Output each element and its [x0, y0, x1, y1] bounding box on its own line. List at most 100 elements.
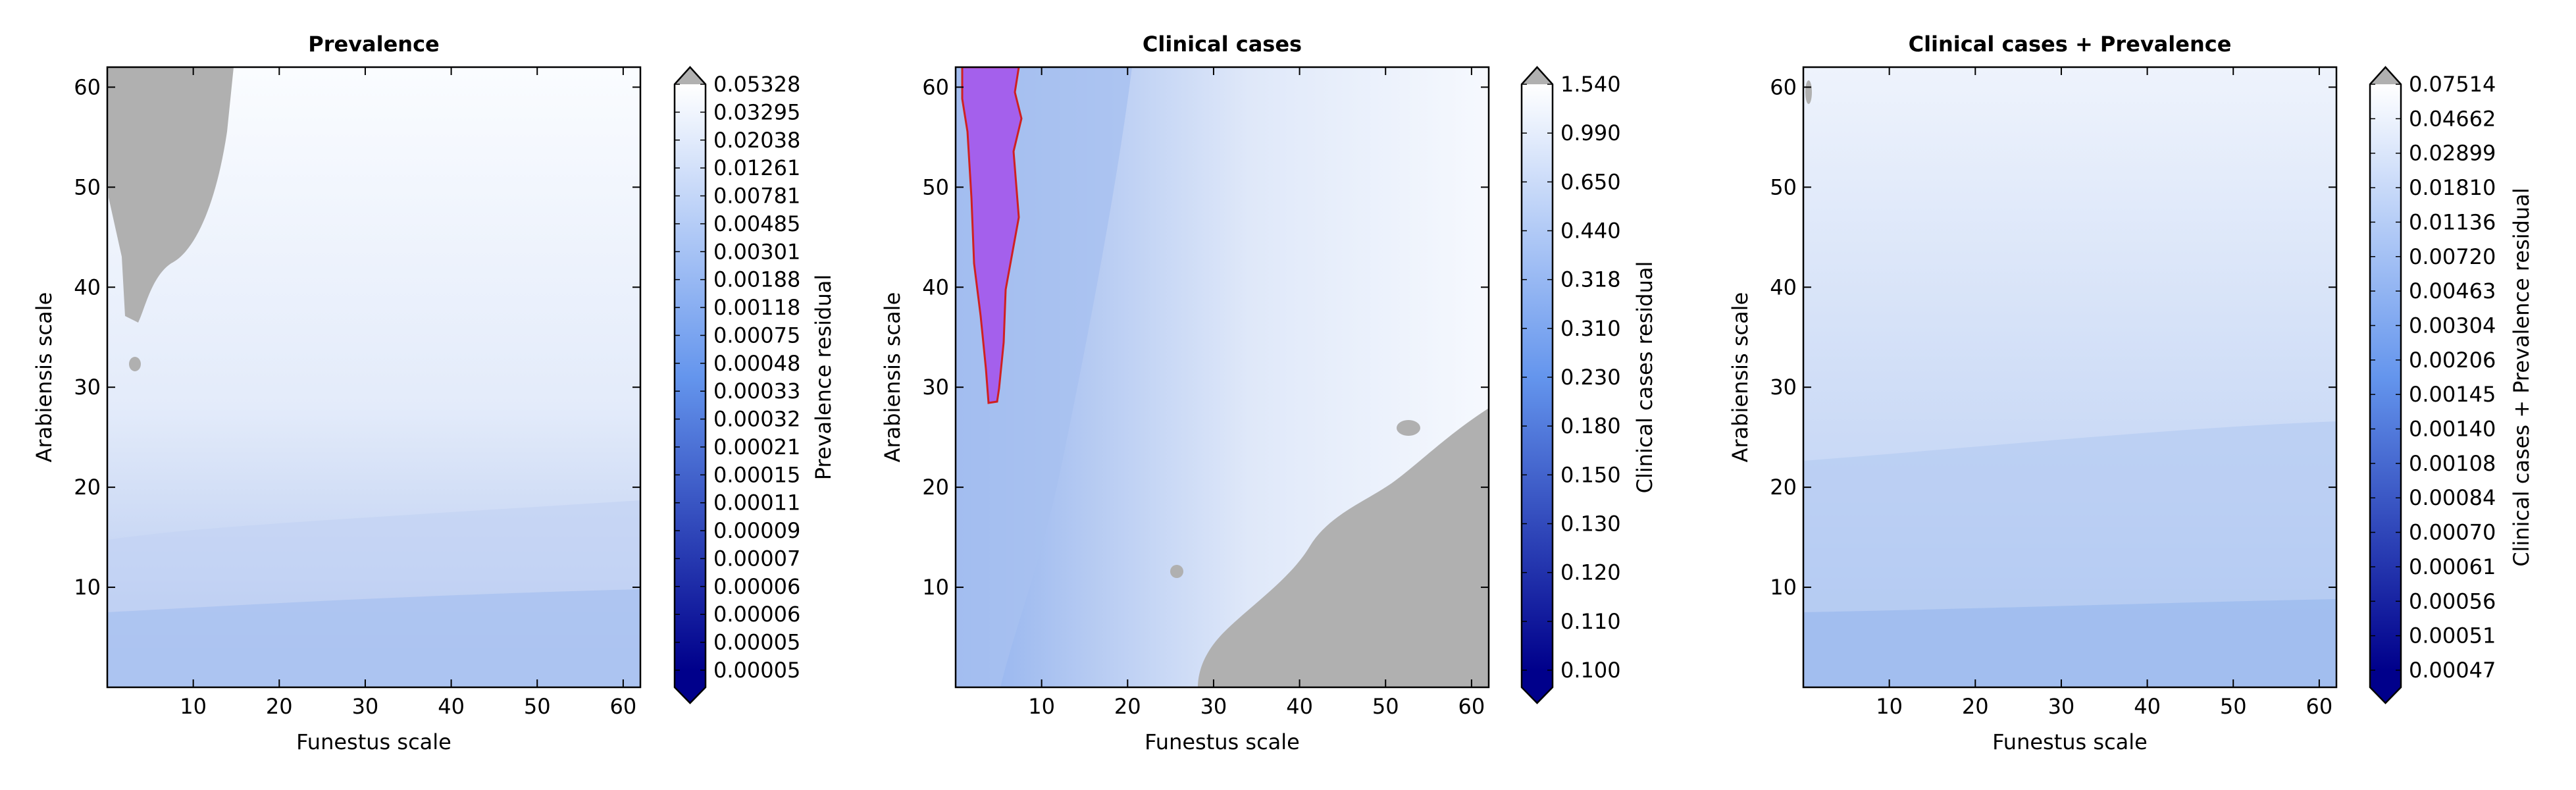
- clinical-colorbar-under: [1522, 670, 1553, 703]
- panel-prevalence: Prevalence Funestus scale Arabiensis sca…: [32, 32, 836, 754]
- combined-colorbar-tick-label: 0.00206: [2409, 348, 2496, 373]
- prevalence-ytick-label: 20: [74, 475, 101, 500]
- prevalence-colorbar-tick-label: 0.00075: [713, 323, 800, 348]
- prevalence-xlabel: Funestus scale: [296, 729, 451, 754]
- combined-colorbar-label: Clinical cases + Prevalence residual: [2509, 188, 2534, 566]
- combined-contour-field: [1803, 67, 2336, 687]
- combined-colorbar-tick-label: 0.01810: [2409, 175, 2496, 200]
- combined-ytick-label: 30: [1770, 375, 1797, 400]
- clinical-colorbar-tick-label: 0.650: [1560, 169, 1621, 194]
- clinical-xtick-label: 50: [1372, 694, 1399, 719]
- combined-colorbar-tick-label: 0.00304: [2409, 313, 2496, 338]
- prevalence-xtick-label: 10: [180, 694, 207, 719]
- clinical-xtick-label: 30: [1200, 694, 1227, 719]
- prevalence-colorbar-tick-label: 0.00188: [713, 267, 800, 292]
- prevalence-ticks: 10 20 30 40 50 60 10 20 30 40 50 60: [74, 67, 640, 719]
- prevalence-xtick-label: 50: [524, 694, 551, 719]
- clinical-contour-field: [956, 67, 1489, 687]
- prevalence-xtick-label: 60: [610, 694, 637, 719]
- prevalence-ytick-label: 10: [74, 575, 101, 600]
- combined-colorbar-tick-label: 0.00070: [2409, 520, 2496, 545]
- prevalence-colorbar-tick-label: 0.00005: [713, 658, 800, 683]
- combined-colorbar-tick-label: 0.00047: [2409, 658, 2496, 683]
- panel-combined: Clinical cases + Prevalence Funestus sca…: [1728, 32, 2534, 754]
- combined-axes-frame: [1802, 66, 2338, 689]
- clinical-colorbar-over: [1522, 67, 1553, 84]
- combined-colorbar-tick-label: 0.00463: [2409, 278, 2496, 303]
- prevalence-contour-field: [107, 67, 640, 687]
- combined-colorbar-tick-label: 0.00056: [2409, 589, 2496, 614]
- prevalence-colorbar-tick-label: 0.00011: [713, 490, 800, 515]
- combined-ytick-label: 20: [1770, 475, 1797, 500]
- prevalence-colorbar-tick-label: 0.00033: [713, 379, 800, 404]
- combined-xtick-label: 10: [1876, 694, 1903, 719]
- prevalence-ytick-label: 30: [74, 375, 101, 400]
- combined-colorbar-over: [2370, 67, 2401, 84]
- combined-xtick-label: 40: [2134, 694, 2161, 719]
- prevalence-colorbar-label: Prevalence residual: [811, 275, 836, 481]
- clinical-ytick-label: 60: [922, 74, 949, 99]
- combined-colorbar-ticks: 0.07514 0.04662 0.02899 0.01810 0.01136 0.007…: [2370, 72, 2496, 683]
- prevalence-colorbar-tick-label: 0.00048: [713, 351, 800, 376]
- clinical-over-region: [1198, 408, 1489, 687]
- prevalence-colorbar-tick-label: 0.03295: [713, 99, 800, 124]
- combined-xlabel: Funestus scale: [1992, 729, 2148, 754]
- clinical-colorbar-tick-label: 0.110: [1560, 609, 1621, 634]
- clinical-xtick-label: 40: [1286, 694, 1313, 719]
- combined-colorbar-under: [2370, 670, 2401, 703]
- prevalence-ytick-label: 60: [74, 74, 101, 99]
- combined-ytick-label: 10: [1770, 575, 1797, 600]
- combined-colorbar-tick-label: 0.00084: [2409, 485, 2496, 510]
- clinical-xtick-label: 10: [1028, 694, 1055, 719]
- prevalence-colorbar-tick-label: 0.00009: [713, 518, 800, 543]
- clinical-ytick-label: 30: [922, 375, 949, 400]
- clinical-colorbar-ticks: 1.540 0.990 0.650 0.440 0.318 0.310 0.230 0.180…: [1522, 72, 1621, 683]
- combined-ytick-label: 60: [1770, 74, 1797, 99]
- clinical-xtick-label: 60: [1458, 694, 1485, 719]
- clinical-ytick-label: 40: [922, 275, 949, 300]
- prevalence-colorbar-under: [675, 670, 706, 703]
- prevalence-xtick-label: 40: [438, 694, 465, 719]
- combined-ylabel: Arabiensis scale: [1728, 292, 1753, 463]
- combined-xtick-label: 60: [2306, 694, 2333, 719]
- clinical-xlabel: Funestus scale: [1145, 729, 1300, 754]
- clinical-highlight-region: [961, 67, 1023, 404]
- prevalence-colorbar-tick-label: 0.00485: [713, 211, 800, 236]
- combined-colorbar-tick-label: 0.04662: [2409, 106, 2496, 131]
- combined-colorbar-tick-label: 0.00051: [2409, 623, 2496, 648]
- prevalence-axes-frame: [106, 66, 642, 689]
- clinical-colorbar-label: Clinical cases residual: [1632, 261, 1657, 494]
- prevalence-colorbar-tick-label: 0.00015: [713, 462, 800, 487]
- combined-colorbar-tick-label: 0.00720: [2409, 244, 2496, 269]
- combined-colorbar-tick-label: 0.07514: [2409, 72, 2496, 97]
- prevalence-colorbar-tick-label: 0.00005: [713, 630, 800, 655]
- prevalence-ylabel: Arabiensis scale: [32, 292, 57, 463]
- combined-colorbar-tick-label: 0.01136: [2409, 209, 2496, 234]
- clinical-axes-frame: [954, 66, 1490, 689]
- clinical-colorbar-tick-label: 0.310: [1560, 316, 1621, 341]
- combined-colorbar-tick-label: 0.00145: [2409, 382, 2496, 407]
- clinical-colorbar-tick-label: 0.120: [1560, 560, 1621, 585]
- combined-xtick-label: 30: [2048, 694, 2075, 719]
- clinical-colorbar-tick-label: 0.150: [1560, 462, 1621, 487]
- combined-title: Clinical cases + Prevalence: [1909, 32, 2232, 57]
- clinical-colorbar-tick-label: 0.100: [1560, 658, 1621, 683]
- clinical-colorbar-tick-label: 0.440: [1560, 219, 1621, 244]
- clinical-title: Clinical cases: [1143, 32, 1302, 57]
- prevalence-colorbar-tick-label: 0.00006: [713, 574, 800, 599]
- combined-xtick-label: 20: [1962, 694, 1989, 719]
- combined-colorbar-tick-label: 0.00061: [2409, 554, 2496, 579]
- prevalence-colorbar: [675, 84, 706, 670]
- clinical-xtick-label: 20: [1114, 694, 1141, 719]
- prevalence-colorbar-tick-label: 0.00781: [713, 184, 800, 209]
- panel-clinical-cases: Clinical cases Funestus scale Arabiensis…: [880, 32, 1657, 754]
- combined-xtick-label: 50: [2220, 694, 2247, 719]
- prevalence-xtick-label: 30: [352, 694, 379, 719]
- combined-colorbar-tick-label: 0.00140: [2409, 417, 2496, 442]
- prevalence-colorbar-tick-label: 0.00032: [713, 407, 800, 432]
- clinical-colorbar-tick-label: 0.130: [1560, 512, 1621, 537]
- prevalence-colorbar-tick-label: 0.00301: [713, 239, 800, 264]
- prevalence-colorbar-tick-label: 0.00007: [713, 546, 800, 571]
- prevalence-colorbar-tick-label: 0.00006: [713, 602, 800, 627]
